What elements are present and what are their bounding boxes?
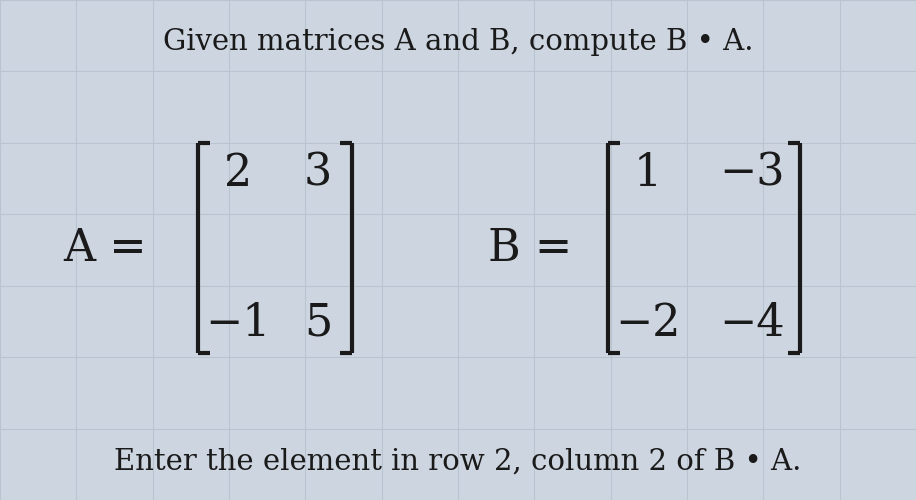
Text: −3: −3 <box>719 152 785 194</box>
Text: 1: 1 <box>634 152 662 194</box>
Text: Enter the element in row 2, column 2 of B • A.: Enter the element in row 2, column 2 of … <box>114 448 802 476</box>
Text: −2: −2 <box>616 302 681 344</box>
Text: −1: −1 <box>205 302 271 344</box>
Text: −4: −4 <box>719 302 785 344</box>
Text: Given matrices A and B, compute B • A.: Given matrices A and B, compute B • A. <box>163 28 753 56</box>
Text: B =: B = <box>488 226 572 270</box>
Text: 5: 5 <box>304 302 333 344</box>
Text: 3: 3 <box>304 152 333 194</box>
Text: A =: A = <box>63 226 147 270</box>
Text: 2: 2 <box>224 152 252 194</box>
